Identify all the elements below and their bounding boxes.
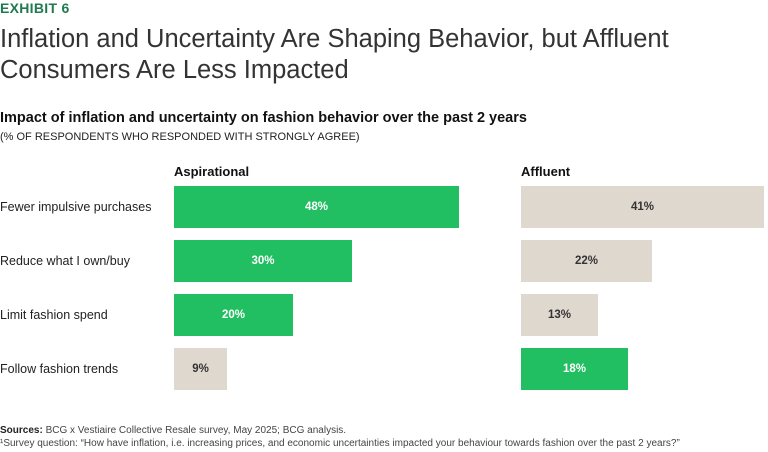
- bar-value-label: 9%: [192, 363, 209, 375]
- chart-title: Impact of inflation and uncertainty on f…: [0, 110, 527, 126]
- sources-text: BCG x Vestiaire Collective Resale survey…: [42, 425, 347, 436]
- chart-subtitle: (% OF RESPONDENTS WHO RESPONDED WITH STR…: [0, 131, 360, 143]
- bar-aspirational-2: 20%: [174, 294, 293, 336]
- category-label: Limit fashion spend: [0, 308, 108, 322]
- sources-note: Sources: BCG x Vestiaire Collective Resa…: [0, 425, 346, 436]
- bar-value-label: 20%: [221, 309, 246, 321]
- bar-value-label: 30%: [251, 255, 275, 267]
- sources-label: Sources:: [0, 425, 43, 436]
- category-label: Reduce what I own/buy: [0, 254, 130, 268]
- bar-value-label: 22%: [574, 255, 599, 267]
- bar-affluent-2: 13%: [521, 294, 598, 336]
- series-label-aspirational: Aspirational: [174, 164, 250, 179]
- bar-affluent-1: 22%: [521, 240, 652, 282]
- page-title: Inflation and Uncertainty Are Shaping Be…: [0, 25, 669, 84]
- series-label-affluent: Affluent: [521, 164, 571, 179]
- category-label: Fewer impulsive purchases: [0, 200, 152, 214]
- bar-value-label: 48%: [304, 201, 329, 213]
- bar-value-label: 41%: [630, 201, 655, 213]
- bar-aspirational-3: 9%: [174, 348, 227, 390]
- bar-affluent-3: 18%: [521, 348, 628, 390]
- bar-value-label: 18%: [562, 363, 587, 375]
- bar-aspirational-0: 48%: [174, 186, 459, 228]
- bar-aspirational-1: 30%: [174, 240, 352, 282]
- survey-question-note: ¹Survey question: “How have inflation, i…: [0, 438, 680, 449]
- bar-affluent-0: 41%: [521, 186, 764, 228]
- exhibit-label: EXHIBIT 6: [0, 0, 70, 16]
- category-label: Follow fashion trends: [0, 362, 119, 376]
- bar-value-label: 13%: [547, 309, 572, 321]
